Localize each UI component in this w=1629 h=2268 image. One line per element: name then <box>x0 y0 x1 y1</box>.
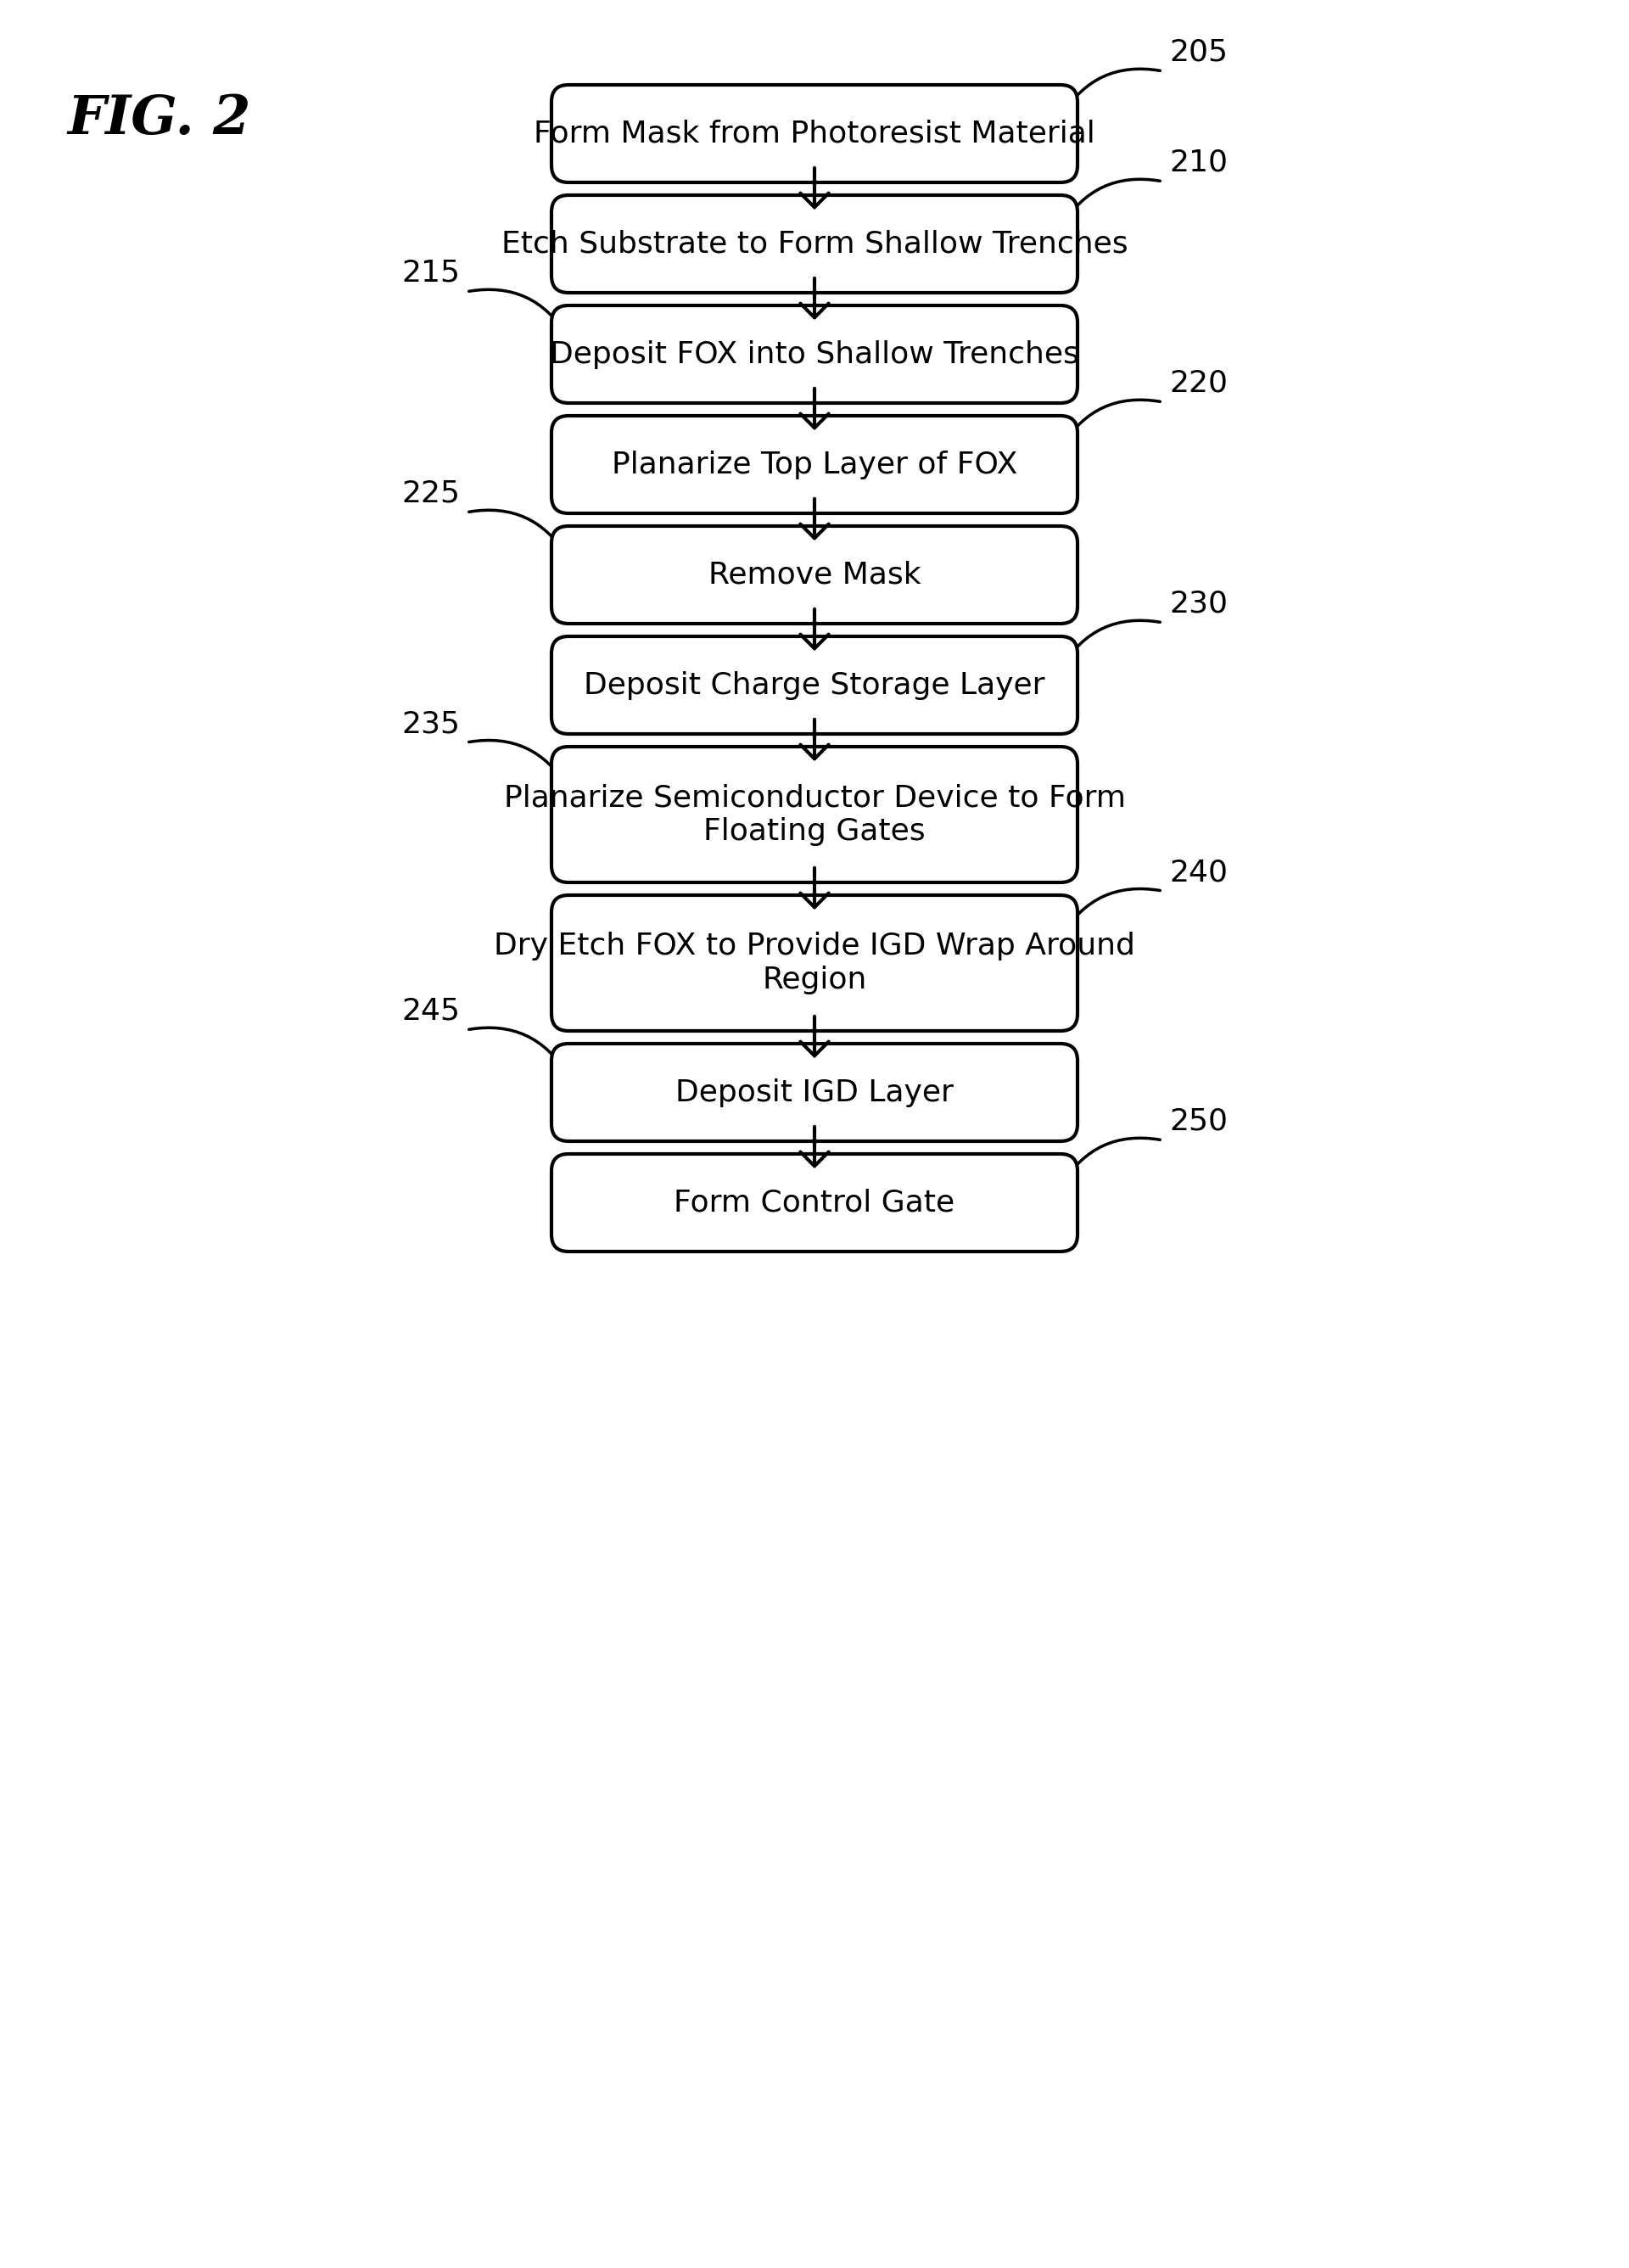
FancyBboxPatch shape <box>552 637 1077 735</box>
FancyBboxPatch shape <box>552 306 1077 404</box>
Text: 205: 205 <box>1170 39 1228 66</box>
Text: Deposit FOX into Shallow Trenches: Deposit FOX into Shallow Trenches <box>551 340 1078 370</box>
Text: Etch Substrate to Form Shallow Trenches: Etch Substrate to Form Shallow Trenches <box>502 229 1127 259</box>
Text: 235: 235 <box>401 710 459 737</box>
Text: 240: 240 <box>1170 857 1228 887</box>
FancyBboxPatch shape <box>552 195 1077 293</box>
FancyBboxPatch shape <box>552 526 1077 624</box>
Text: 230: 230 <box>1170 590 1228 619</box>
Text: Deposit Charge Storage Layer: Deposit Charge Storage Layer <box>583 671 1046 699</box>
FancyBboxPatch shape <box>552 746 1077 882</box>
Text: 220: 220 <box>1170 370 1228 397</box>
FancyBboxPatch shape <box>552 1154 1077 1252</box>
Text: Dry Etch FOX to Provide IGD Wrap Around
Region: Dry Etch FOX to Provide IGD Wrap Around … <box>494 932 1135 993</box>
Text: 225: 225 <box>401 479 459 508</box>
FancyBboxPatch shape <box>552 896 1077 1032</box>
Text: Deposit IGD Layer: Deposit IGD Layer <box>676 1077 953 1107</box>
Text: Form Mask from Photoresist Material: Form Mask from Photoresist Material <box>534 120 1095 147</box>
Text: 250: 250 <box>1170 1107 1228 1136</box>
Text: Form Control Gate: Form Control Gate <box>674 1188 955 1218</box>
Text: 210: 210 <box>1170 147 1228 177</box>
Text: Remove Mask: Remove Mask <box>709 560 920 590</box>
FancyBboxPatch shape <box>552 1043 1077 1141</box>
Text: 215: 215 <box>401 259 459 288</box>
Text: Planarize Semiconductor Device to Form
Floating Gates: Planarize Semiconductor Device to Form F… <box>503 782 1126 846</box>
Text: FIG. 2: FIG. 2 <box>68 93 251 145</box>
Text: Planarize Top Layer of FOX: Planarize Top Layer of FOX <box>611 449 1018 479</box>
FancyBboxPatch shape <box>552 415 1077 513</box>
Text: 245: 245 <box>401 996 459 1025</box>
FancyBboxPatch shape <box>552 84 1077 181</box>
